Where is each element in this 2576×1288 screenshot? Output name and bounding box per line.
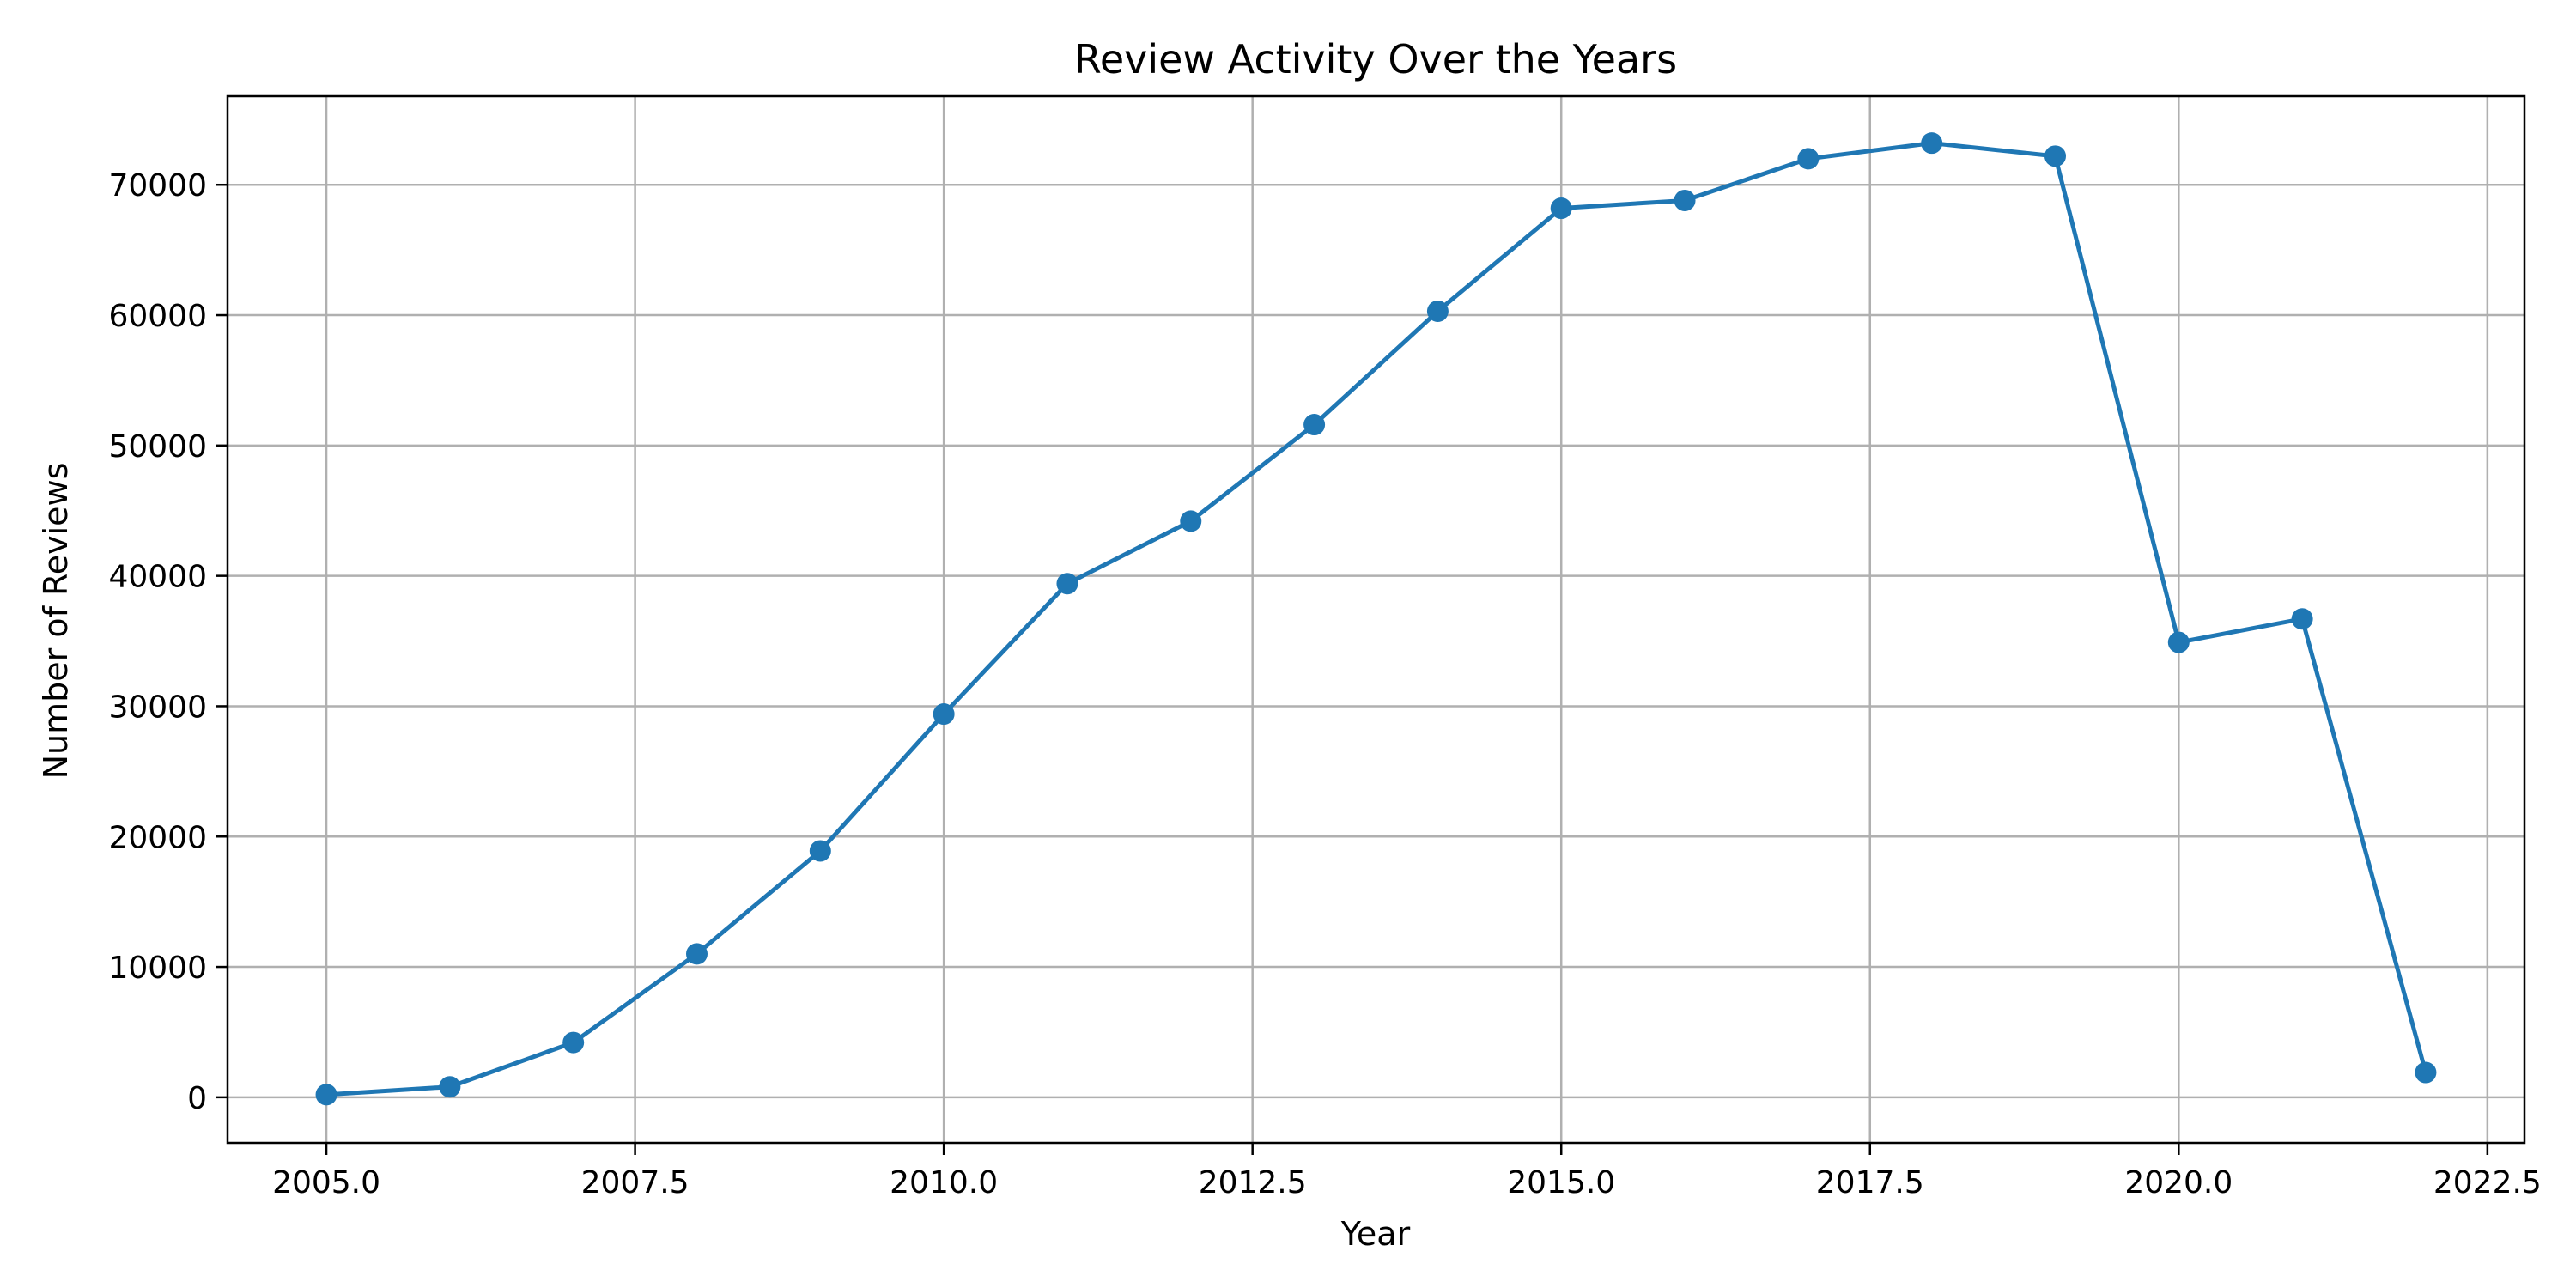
x-tick-label: 2005.0 (272, 1165, 380, 1200)
plot-frame (226, 94, 2526, 1145)
x-tick-label: 2012.5 (1199, 1165, 1307, 1200)
y-tick-label: 40000 (108, 560, 207, 595)
data-point (1180, 510, 1202, 532)
data-point (933, 703, 955, 726)
series-line (325, 141, 2428, 1097)
data-point (686, 943, 708, 965)
y-tick-label: 50000 (108, 429, 207, 465)
axis-ticks: 2005.0 2007.5 2010.0 2012.5 2015.0 2017.5 2020… (108, 168, 2541, 1200)
grid-lines (228, 96, 2524, 1143)
data-point (2044, 145, 2066, 167)
data-point (2291, 608, 2313, 630)
x-axis-label: Year (1340, 1215, 1411, 1253)
data-point (1921, 132, 1943, 155)
data-point (315, 1084, 337, 1106)
data-point (1797, 148, 1820, 170)
data-point (1426, 300, 1449, 322)
x-tick-label: 2020.0 (2124, 1165, 2233, 1200)
x-tick-label: 2022.5 (2433, 1165, 2542, 1200)
y-axis-label: Number of Reviews (37, 463, 75, 780)
data-point (562, 1031, 585, 1054)
y-tick-label: 10000 (108, 951, 207, 986)
y-tick-label: 60000 (108, 299, 207, 334)
chart-title: Review Activity Over the Years (1074, 36, 1677, 82)
data-point (2415, 1061, 2437, 1084)
x-tick-label: 2007.5 (581, 1165, 690, 1200)
y-tick-label: 70000 (108, 168, 207, 204)
x-tick-label: 2017.5 (1816, 1165, 1924, 1200)
data-point (1550, 197, 1572, 220)
y-tick-label: 0 (187, 1081, 207, 1116)
y-tick-label: 30000 (108, 690, 207, 725)
series-layer (315, 132, 2437, 1106)
data-point (1303, 414, 1326, 436)
x-tick-label: 2015.0 (1507, 1165, 1615, 1200)
data-point (1674, 189, 1696, 211)
x-tick-label: 2010.0 (890, 1165, 998, 1200)
data-point (1056, 573, 1078, 595)
data-point (439, 1076, 461, 1098)
data-point (809, 840, 831, 862)
data-point (2167, 631, 2190, 653)
y-tick-label: 20000 (108, 820, 207, 855)
